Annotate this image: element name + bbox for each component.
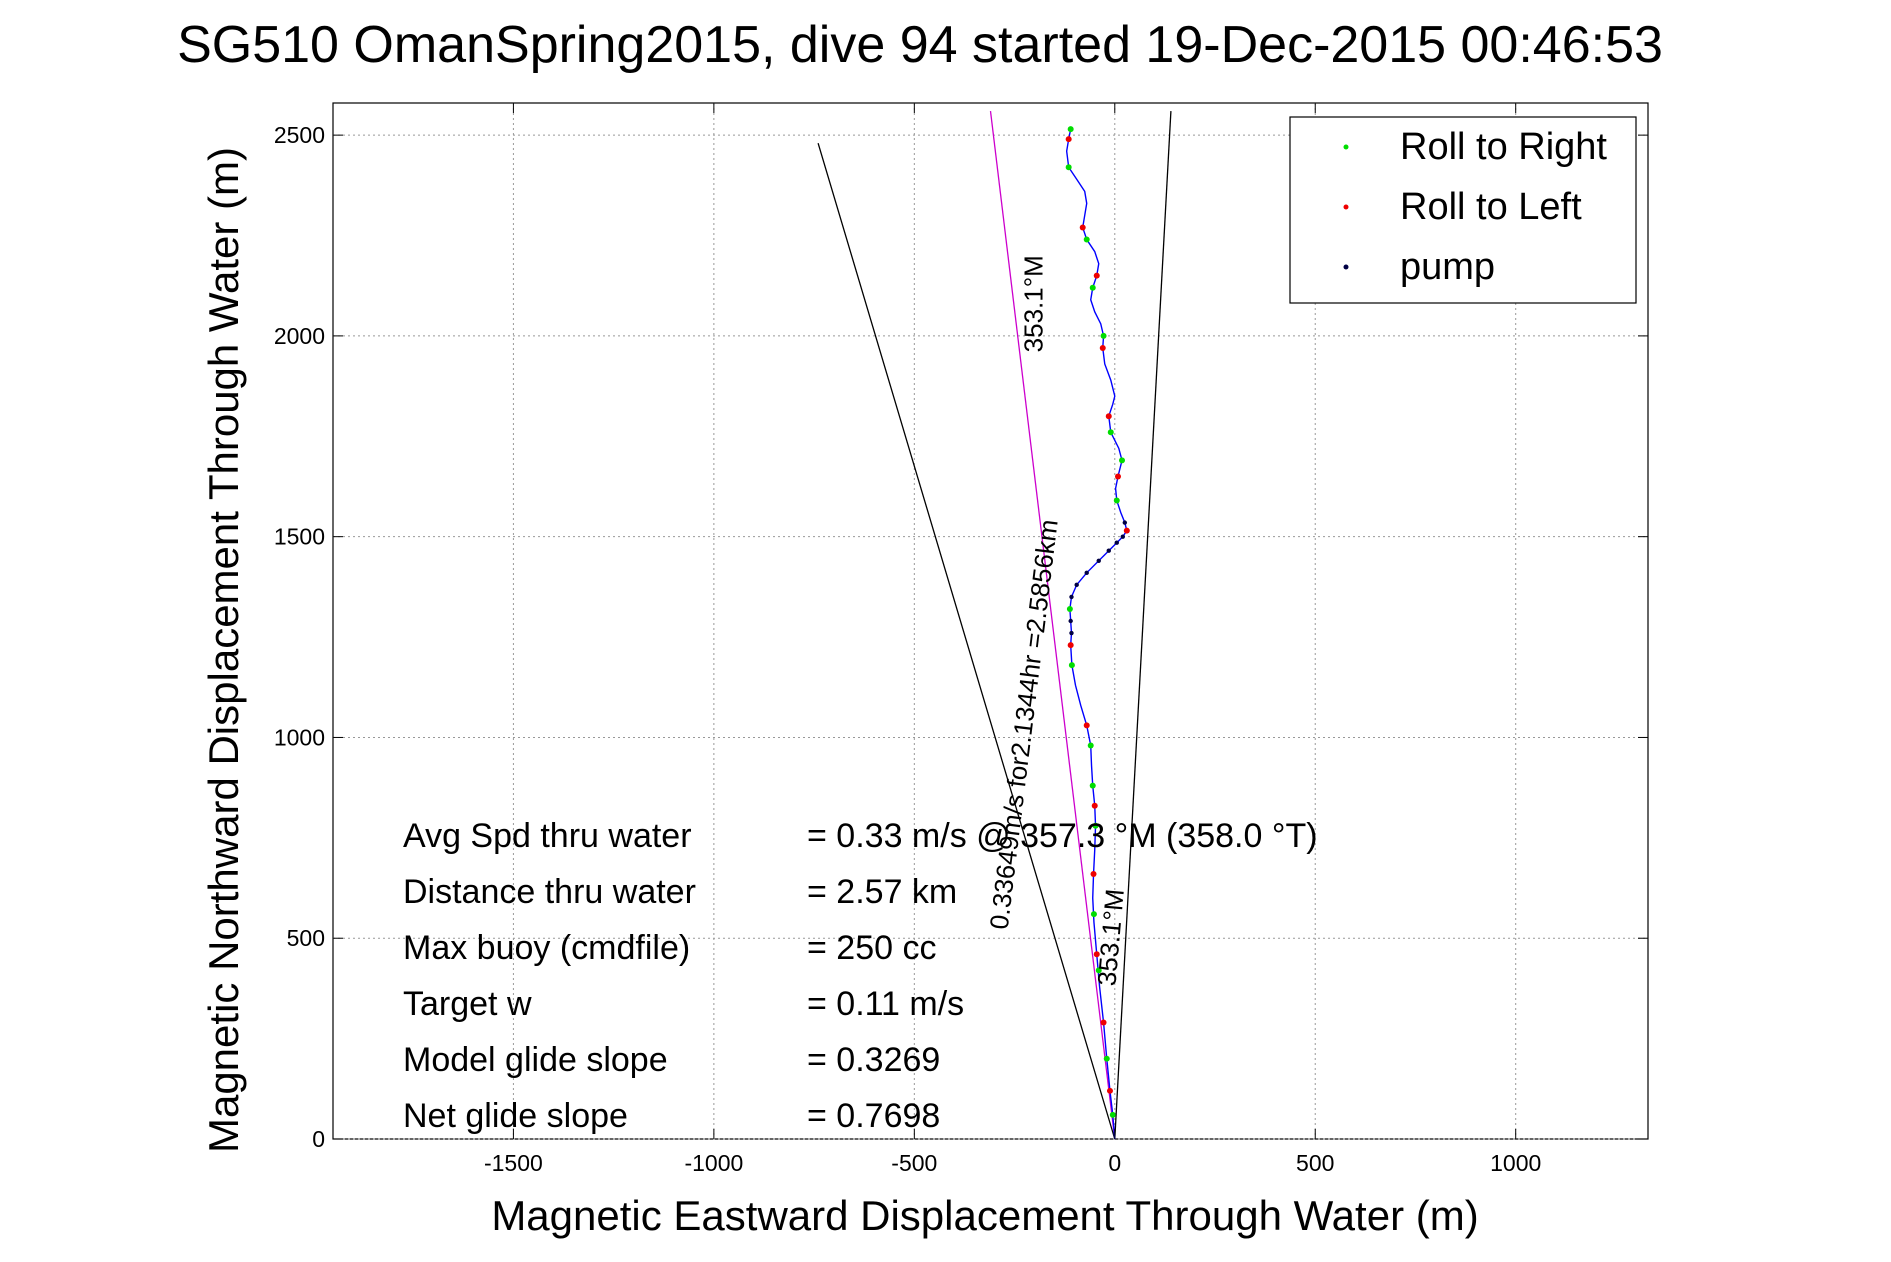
x-tick-label: 1000 xyxy=(1490,1150,1541,1176)
chart-title: SG510 OmanSpring2015, dive 94 started 19… xyxy=(177,16,1663,74)
roll-left-point xyxy=(1093,951,1100,958)
stat-value: = 250 cc xyxy=(807,929,936,967)
roll-right-point xyxy=(1083,236,1090,243)
roll-left-point xyxy=(1093,272,1100,279)
roll-right-point xyxy=(1092,822,1099,829)
x-axis-label: Magnetic Eastward Displacement Through W… xyxy=(491,1192,1478,1239)
x-tick-label: -1500 xyxy=(484,1150,543,1176)
y-tick-label: 1000 xyxy=(274,724,325,750)
markers xyxy=(1065,126,1130,1118)
roll-right-point xyxy=(1068,662,1075,669)
roll-left-point xyxy=(1114,473,1121,480)
roll-right-point xyxy=(1089,284,1096,291)
roll-right-point xyxy=(1119,457,1125,464)
reference-line-wedge-left xyxy=(817,142,1116,1140)
annotation-label: 0.33649m/s for2.1344hr =2.5856km xyxy=(984,518,1064,931)
roll-right-point xyxy=(1100,332,1107,339)
roll-left-point xyxy=(1123,527,1130,534)
reference-lines xyxy=(817,110,1172,1140)
roll-right-point xyxy=(1090,911,1097,918)
pump-point xyxy=(1106,548,1111,553)
stat-label: Avg Spd thru water xyxy=(403,817,692,855)
legend-label: pump xyxy=(1400,246,1495,288)
legend-label: Roll to Left xyxy=(1400,186,1582,228)
ticks: -1500 -1000 -500 0 500 1000 0 500 1000 1500 2000 25… xyxy=(274,103,1648,1176)
legend-marker xyxy=(1343,204,1349,210)
pump-point xyxy=(1069,630,1074,636)
reference-line-wedge-right xyxy=(1114,110,1172,1140)
stat-label: Distance thru water xyxy=(403,873,696,911)
y-tick-label: 1500 xyxy=(274,524,325,550)
roll-left-point xyxy=(1079,224,1086,231)
roll-right-point xyxy=(1103,1055,1110,1062)
x-tick-label: 0 xyxy=(1108,1150,1121,1176)
x-tick-label: 500 xyxy=(1296,1150,1334,1176)
pump-point xyxy=(1074,582,1079,588)
series-line-track xyxy=(1065,128,1128,1140)
pump-point xyxy=(1096,558,1101,563)
stat-label: Net glide slope xyxy=(403,1097,628,1135)
roll-left-point xyxy=(1083,722,1090,729)
roll-left-point xyxy=(1106,1087,1113,1094)
roll-right-point xyxy=(1089,782,1096,789)
track xyxy=(1065,128,1128,1140)
plot-frame xyxy=(332,102,1649,1140)
y-tick-label: 0 xyxy=(312,1126,325,1152)
stat-label: Target w xyxy=(403,985,532,1023)
pump-point xyxy=(1069,594,1074,600)
legend-label: Roll to Right xyxy=(1400,126,1607,168)
roll-right-point xyxy=(1113,497,1120,504)
roll-right-point xyxy=(1107,429,1114,436)
roll-left-point xyxy=(1105,413,1112,420)
annotation-label: 353.1°M xyxy=(1019,255,1049,352)
y-tick-label: 2000 xyxy=(274,323,325,349)
roll-right-point xyxy=(1109,1111,1116,1118)
roll-left-point xyxy=(1067,642,1074,649)
pump-point xyxy=(1122,520,1128,525)
pump-point xyxy=(1114,540,1119,545)
legend-marker xyxy=(1343,264,1349,270)
legend-marker xyxy=(1343,144,1349,150)
stat-label: Model glide slope xyxy=(403,1041,668,1079)
roll-right-point xyxy=(1087,742,1094,749)
roll-right-point xyxy=(1095,967,1102,974)
stat-value: = 0.7698 xyxy=(807,1097,940,1135)
roll-left-point xyxy=(1065,136,1072,143)
roll-left-point xyxy=(1091,802,1098,809)
y-axis-label: Magnetic Northward Displacement Through … xyxy=(200,147,247,1153)
stat-value: = 0.3269 xyxy=(807,1041,940,1079)
stat-value: = 2.57 km xyxy=(807,873,957,911)
stat-value: = 0.33 m/s @ 357.3 °M (358.0 °T) xyxy=(807,817,1318,855)
reference-line-current-set xyxy=(989,110,1116,1140)
legend: Roll to Right Roll to Left pump xyxy=(1289,116,1637,304)
pump-point xyxy=(1084,570,1089,576)
roll-right-point xyxy=(1066,605,1073,612)
stat-value: = 0.11 m/s xyxy=(807,985,964,1023)
roll-right-point xyxy=(1067,126,1074,133)
roll-left-point xyxy=(1090,870,1097,877)
pump-point xyxy=(1068,618,1073,624)
roll-left-point xyxy=(1099,344,1106,351)
stat-label: Max buoy (cmdfile) xyxy=(403,929,690,967)
y-tick-label: 2500 xyxy=(274,122,325,148)
roll-left-point xyxy=(1100,1019,1107,1026)
x-tick-label: -500 xyxy=(891,1150,937,1176)
annotations: 353.1°M0.33649m/s for2.1344hr =2.5856km3… xyxy=(984,255,1130,987)
x-tick-label: -1000 xyxy=(684,1150,743,1176)
roll-right-point xyxy=(1065,164,1072,171)
pump-point xyxy=(1120,534,1126,539)
y-tick-label: 500 xyxy=(287,925,325,951)
stats-block: Avg Spd thru water = 0.33 m/s @ 357.3 °M … xyxy=(403,817,1318,1135)
